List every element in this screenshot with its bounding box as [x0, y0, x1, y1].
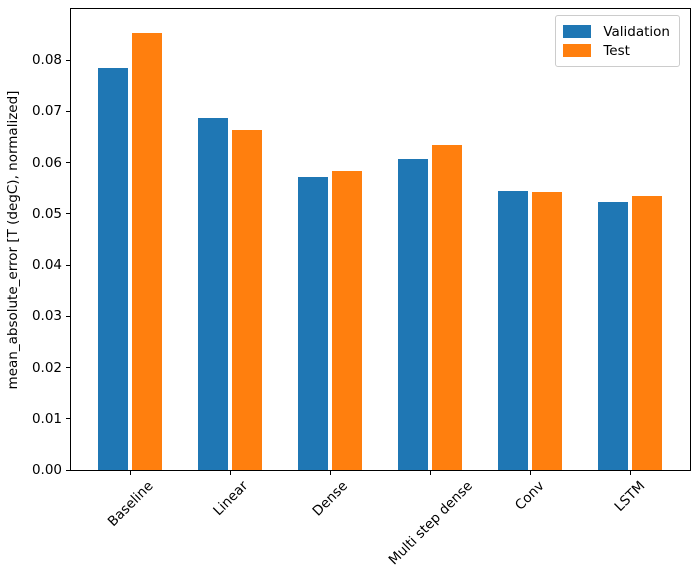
- y-tick-mark: [66, 367, 70, 369]
- y-tick-label: 0.03: [31, 308, 62, 325]
- y-tick-mark: [66, 110, 70, 112]
- x-tick-label-multi-step-dense: Multi step dense: [385, 478, 476, 569]
- plot-area: Validation Test: [70, 8, 691, 471]
- bar-validation-multi-step-dense: [398, 159, 429, 470]
- bar-test-baseline: [132, 33, 163, 470]
- legend-swatch-validation: [563, 25, 592, 38]
- x-tick-label-dense: Dense: [309, 478, 352, 520]
- legend-row-test: Test: [563, 41, 670, 60]
- y-tick-label: 0.06: [31, 154, 62, 171]
- bar-test-conv: [532, 191, 563, 470]
- x-tick-label-baseline: Baseline: [104, 478, 157, 530]
- x-tick-mark: [229, 471, 231, 475]
- bar-test-lstm: [632, 196, 663, 470]
- bar-validation-dense: [298, 177, 329, 470]
- legend: Validation Test: [555, 15, 680, 67]
- y-tick-mark: [66, 418, 70, 420]
- legend-label-test: Test: [603, 42, 630, 59]
- x-tick-label-lstm: LSTM: [611, 478, 649, 515]
- x-tick-mark: [529, 471, 531, 475]
- legend-row-validation: Validation: [563, 22, 670, 41]
- legend-swatch-test: [563, 44, 592, 57]
- bar-test-dense: [332, 171, 363, 470]
- bar-test-multi-step-dense: [432, 145, 463, 470]
- bar-validation-linear: [198, 118, 229, 470]
- x-tick-mark: [129, 471, 131, 475]
- y-tick-label: 0.08: [31, 52, 62, 69]
- y-tick-label: 0.02: [31, 359, 62, 376]
- x-tick-mark: [629, 471, 631, 475]
- y-tick-mark: [66, 162, 70, 164]
- x-tick-label-conv: Conv: [512, 478, 548, 514]
- bar-test-linear: [232, 129, 263, 470]
- y-tick-label: 0.00: [31, 462, 62, 478]
- y-tick-mark: [66, 469, 70, 471]
- x-tick-mark: [429, 471, 431, 475]
- y-tick-mark: [66, 315, 70, 317]
- legend-label-validation: Validation: [603, 23, 670, 40]
- bar-validation-baseline: [98, 67, 129, 470]
- y-axis-label: mean_absolute_error [T (degC), normalize…: [5, 90, 21, 390]
- x-tick-label-linear: Linear: [209, 478, 251, 519]
- y-tick-mark: [66, 59, 70, 61]
- bar-validation-lstm: [598, 201, 629, 470]
- y-tick-label: 0.04: [31, 257, 62, 274]
- y-tick-label: 0.07: [31, 103, 62, 120]
- bar-validation-conv: [498, 190, 529, 470]
- y-tick-mark: [66, 264, 70, 266]
- x-tick-mark: [329, 471, 331, 475]
- y-tick-label: 0.05: [31, 205, 62, 222]
- y-tick-mark: [66, 213, 70, 215]
- y-tick-label: 0.01: [31, 410, 62, 427]
